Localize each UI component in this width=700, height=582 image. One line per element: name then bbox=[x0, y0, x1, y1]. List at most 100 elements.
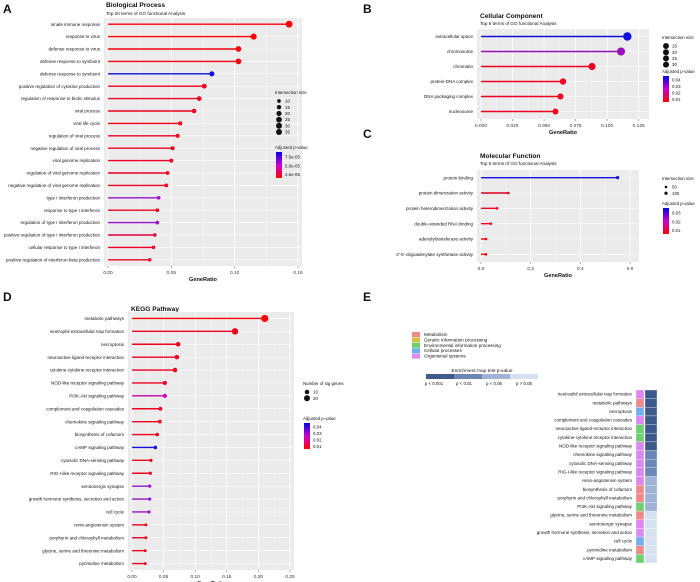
heatmap-pvalue-cell bbox=[644, 493, 658, 503]
heatmap-category-cell bbox=[635, 484, 645, 494]
chart-subtitle: Top 6 terms of GO functional Analysis bbox=[480, 21, 557, 26]
term-label: porphyrin and chlorophyll metabolism bbox=[49, 535, 124, 540]
scale-segment bbox=[454, 374, 482, 379]
term-label: negative regulation of viral genome repl… bbox=[8, 183, 100, 188]
heatmap-category-cell bbox=[635, 398, 645, 408]
color-legend-title: Adjusted p-value bbox=[275, 145, 308, 150]
lollipop-point bbox=[153, 233, 157, 237]
category-label: Metabolism bbox=[424, 332, 448, 337]
heatmap-pvalue-cell bbox=[644, 502, 658, 512]
lollipop-point bbox=[175, 133, 180, 138]
term-label: defense response to symbiont bbox=[40, 59, 101, 64]
x-tick-label: 0.10 bbox=[191, 574, 201, 580]
lollipop-point bbox=[165, 171, 170, 175]
heatmap-category-cell bbox=[635, 407, 645, 417]
size-legend-point bbox=[277, 99, 281, 103]
lollipop-point bbox=[616, 47, 626, 56]
heatmap-pvalue-cell bbox=[644, 415, 658, 425]
size-legend-label: 35 bbox=[285, 130, 290, 135]
size-legend-label: 25 bbox=[672, 56, 677, 61]
heatmap-pvalue-cell bbox=[644, 389, 658, 399]
color-legend-label: 0.01 bbox=[672, 97, 681, 102]
term-label: viral process bbox=[75, 109, 101, 114]
term-label: viral genome replication bbox=[52, 158, 100, 163]
term-label: protein heterodimerization activity bbox=[406, 206, 474, 211]
lollipop-point bbox=[151, 245, 156, 250]
lollipop-point bbox=[235, 46, 242, 52]
plot-background bbox=[477, 170, 639, 262]
color-legend-label: 0.03 bbox=[672, 84, 681, 89]
x-axis-label: GeneRatio bbox=[544, 273, 573, 279]
term-label: positive regulation of cytokine producti… bbox=[19, 84, 101, 89]
heatmap-row-label: chemokine signaling pathway bbox=[573, 452, 633, 457]
category-swatch bbox=[412, 342, 420, 348]
lollipop-point bbox=[170, 146, 175, 151]
heatmap-pvalue-cell bbox=[644, 554, 658, 564]
x-tick-label: 0.00 bbox=[103, 270, 113, 276]
term-label: extracellular space bbox=[435, 34, 473, 39]
lollipop-point bbox=[484, 237, 488, 241]
lollipop-point bbox=[148, 258, 152, 262]
panel-a: A Biological Process Top 20 terms of GO fu… bbox=[3, 2, 308, 283]
term-label: cytosolic DNA-sensing pathway bbox=[61, 458, 125, 463]
panel-letter: E bbox=[363, 290, 371, 304]
heatmap-pvalue-cell bbox=[644, 450, 658, 460]
lollipop-point bbox=[209, 71, 215, 77]
heatmap-category-cell bbox=[635, 467, 645, 477]
plot-background bbox=[477, 29, 649, 119]
x-tick-label: 0.05 bbox=[159, 574, 169, 580]
lollipop-point bbox=[169, 158, 174, 163]
size-legend-point bbox=[304, 389, 310, 395]
lollipop-point bbox=[507, 191, 510, 195]
lollipop-point bbox=[162, 380, 167, 385]
scale-label: p > 0.05 bbox=[516, 381, 533, 386]
size-legend-label: 20 bbox=[285, 111, 290, 116]
heatmap-category-cell bbox=[635, 450, 645, 460]
chart-title: Molecular Function bbox=[480, 153, 540, 160]
lollipop-point bbox=[155, 432, 160, 437]
heatmap-category-cell bbox=[635, 433, 645, 443]
term-label: biosynthesis of cofactors bbox=[75, 432, 125, 437]
size-legend-point bbox=[663, 49, 669, 56]
lollipop-point bbox=[557, 93, 564, 100]
term-label: regulation of response to biotic stimulu… bbox=[21, 96, 101, 101]
heatmap-category-cell bbox=[635, 424, 645, 434]
lollipop-point bbox=[147, 510, 151, 514]
heatmap-row-label: complement and coagulation cascades bbox=[554, 418, 633, 423]
x-tick-label: 0.20 bbox=[254, 574, 264, 580]
x-tick-label: 0.4 bbox=[577, 266, 584, 272]
lollipop-point bbox=[250, 33, 257, 40]
heatmap-pvalue-cell bbox=[644, 467, 658, 477]
lollipop-point bbox=[261, 314, 269, 323]
x-tick-label: 0.0 bbox=[478, 266, 485, 272]
color-legend-bar bbox=[276, 152, 282, 178]
heatmap-pvalue-cell bbox=[644, 519, 658, 529]
term-label: defense response to virus bbox=[48, 47, 100, 52]
heatmap-row-label: RIG-I-like receptor signaling pathway bbox=[558, 469, 633, 474]
lollipop-point bbox=[623, 32, 632, 41]
heatmap-row-label: growth hormone synthesis, secretion and … bbox=[537, 530, 633, 535]
x-axis-label: GeneRatio bbox=[549, 130, 578, 136]
lollipop-point bbox=[149, 458, 153, 462]
heatmap-category-cell bbox=[635, 554, 645, 564]
chart-title: Cellular Component bbox=[480, 13, 543, 20]
lollipop-point bbox=[162, 393, 167, 398]
heatmap-row-label: PI3K-Akt signaling pathway bbox=[577, 504, 633, 509]
heatmap-row-label: serotonergic synapse bbox=[589, 521, 632, 526]
color-legend-label: 0.02 bbox=[672, 90, 681, 95]
term-label: nucleosome bbox=[449, 109, 474, 114]
x-tick-label: 0.05 bbox=[167, 270, 177, 276]
size-legend-point bbox=[304, 395, 310, 402]
size-legend-point bbox=[663, 43, 669, 49]
lollipop-point bbox=[143, 549, 147, 553]
lollipop-point bbox=[172, 367, 178, 373]
chart-title: KEGG Pathway bbox=[131, 306, 179, 313]
size-legend-label: 30 bbox=[285, 123, 290, 128]
x-axis-label: GeneRatio bbox=[189, 277, 218, 283]
term-label: regulation of type I interferon producti… bbox=[20, 220, 100, 225]
heatmap-row-label: renin-angiotensin system bbox=[582, 478, 632, 483]
term-label: complement and coagulation cascades bbox=[46, 406, 125, 411]
size-legend-title: Intersection size bbox=[662, 176, 694, 181]
